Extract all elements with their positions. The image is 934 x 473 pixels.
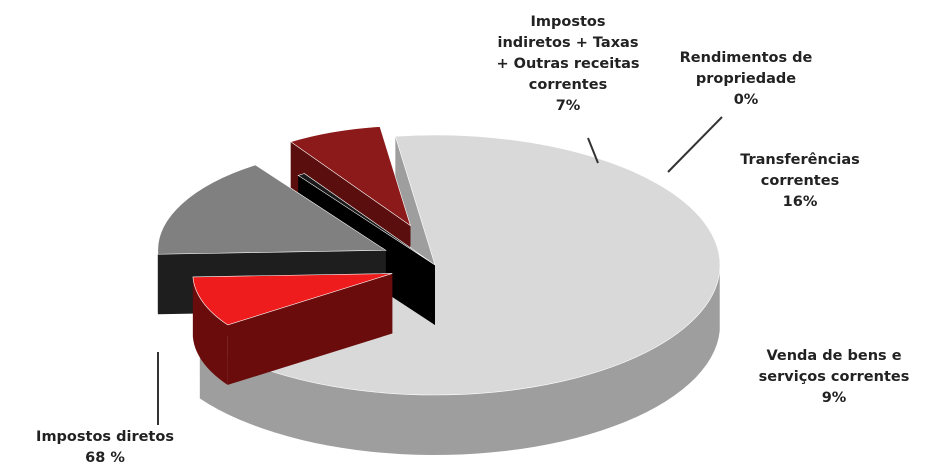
- label-line: + Outras receitas: [496, 56, 640, 72]
- slice-top: [290, 126, 411, 227]
- value-label: 7%: [555, 98, 581, 114]
- pie-slice: [192, 273, 393, 385]
- slice-top: [192, 273, 393, 326]
- slice-top: [157, 164, 387, 255]
- label-line: Impostos: [530, 14, 606, 30]
- label-line: Rendimentos de: [679, 50, 813, 66]
- slice-label-impostos-indiretos: Impostos indiretos + Taxas + Outras rece…: [478, 12, 658, 117]
- label-line: Venda de bens e: [766, 348, 902, 364]
- slice-side: [192, 276, 228, 385]
- value-label: 68 %: [85, 450, 125, 466]
- slice-label-impostos-diretos: Impostos diretos 68 %: [10, 427, 200, 469]
- label-line: propriedade: [695, 71, 797, 87]
- slice-cut-face: [227, 273, 393, 385]
- value-label: 0%: [733, 92, 759, 108]
- label-line: correntes: [760, 173, 840, 189]
- slice-label-venda-bens-servicos: Venda de bens e serviços correntes 9%: [744, 346, 924, 409]
- label-line: correntes: [528, 77, 608, 93]
- label-line: serviços correntes: [758, 369, 910, 385]
- slice-label-transferencias-correntes: Transferências correntes 16%: [720, 150, 880, 213]
- leader-line: [667, 116, 723, 173]
- slice-side: [199, 270, 720, 455]
- label-line: Transferências: [740, 152, 860, 168]
- label-line: Impostos diretos: [36, 429, 174, 445]
- label-line: indiretos + Taxas: [497, 35, 639, 51]
- leader-line: [587, 137, 599, 164]
- slice-top: [297, 173, 436, 266]
- slice-label-rendimentos-propriedade: Rendimentos de propriedade 0%: [656, 48, 836, 111]
- value-label: 9%: [821, 390, 847, 406]
- value-label: 16%: [782, 194, 818, 210]
